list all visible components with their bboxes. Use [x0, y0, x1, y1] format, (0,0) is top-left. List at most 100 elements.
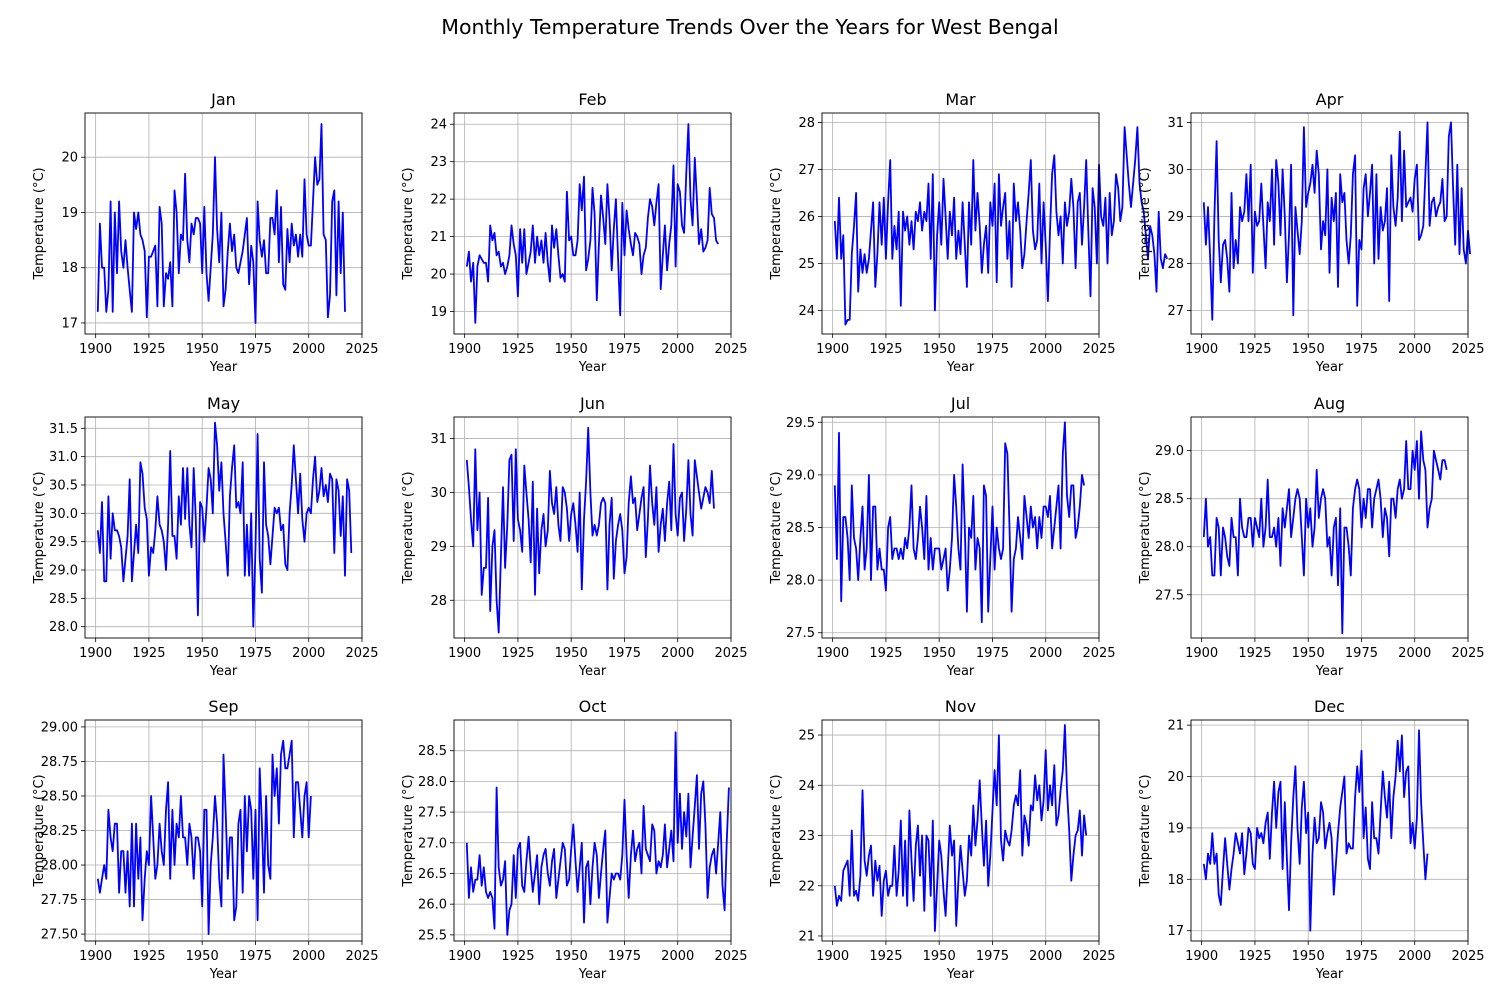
y-tick-label: 28	[430, 594, 447, 609]
x-tick-label: 1900	[448, 646, 481, 661]
x-tick-label: 1950	[1292, 342, 1325, 357]
x-tick-label: 2000	[1029, 342, 1062, 357]
x-tick-label: 1975	[239, 646, 272, 661]
x-axis-label: Year	[946, 967, 975, 982]
y-tick-label: 27	[1167, 304, 1184, 319]
x-tick-label: 1950	[186, 646, 219, 661]
y-tick-label: 27.75	[41, 893, 78, 908]
y-axis-label: Temperature (°C)	[32, 167, 47, 280]
subplot-title: Aug	[1314, 394, 1345, 413]
x-tick-label: 2000	[292, 949, 325, 964]
y-tick-label: 18	[1167, 873, 1184, 888]
y-axis-label: Temperature (°C)	[769, 471, 784, 584]
y-tick-label: 24	[798, 779, 815, 794]
subplot-dec: 1900 1925 1950 1975 2000 2025 17 18 19 20 21 Dec Yea…	[1138, 697, 1485, 982]
x-tick-label: 2025	[1451, 646, 1484, 661]
x-tick-label: 1900	[1185, 342, 1218, 357]
axes-frame	[453, 416, 732, 639]
x-tick-label: 2025	[345, 646, 378, 661]
x-tick-label: 1975	[1345, 949, 1378, 964]
x-tick-label: 1950	[555, 342, 588, 357]
y-axis-label: Temperature (°C)	[32, 774, 47, 887]
y-tick-label: 28.0	[49, 620, 78, 635]
y-tick-label: 28.0	[786, 574, 815, 589]
temperature-line	[96, 739, 312, 935]
x-tick-label: 1925	[869, 646, 902, 661]
subplot-mar: 1900 1925 1950 1975 2000 2025 24 25 26 27 28 Mar Yea…	[769, 90, 1169, 375]
y-tick-label: 29.0	[786, 468, 815, 483]
y-tick-label: 23	[430, 155, 447, 170]
y-tick-label: 29	[430, 540, 447, 555]
y-axis-label: Temperature (°C)	[1138, 471, 1153, 584]
subplot-title: Dec	[1314, 697, 1345, 716]
y-tick-label: 30.5	[49, 479, 78, 494]
y-tick-label: 21	[1167, 719, 1184, 734]
x-tick-label: 2000	[1029, 949, 1062, 964]
axes-frame	[1190, 112, 1469, 335]
temperature-line	[96, 123, 346, 324]
x-tick-label: 1900	[79, 646, 112, 661]
subplot-title: Oct	[579, 697, 607, 716]
x-tick-label: 1925	[1238, 342, 1271, 357]
y-tick-label: 21	[798, 929, 815, 944]
temperature-line	[465, 123, 719, 324]
y-axis-label: Temperature (°C)	[401, 471, 416, 584]
y-axis-label: Temperature (°C)	[1138, 774, 1153, 887]
y-tick-label: 28	[798, 116, 815, 131]
subplot-sep: 1900 1925 1950 1975 2000 2025 27.50 27.75 28.00 2…	[32, 697, 379, 982]
y-tick-label: 26.0	[418, 898, 447, 913]
x-tick-label: 2025	[345, 949, 378, 964]
y-tick-label: 24	[430, 118, 447, 133]
x-tick-label: 1950	[186, 949, 219, 964]
x-tick-label: 1975	[608, 949, 641, 964]
x-tick-label: 1900	[79, 949, 112, 964]
x-tick-label: 2025	[345, 342, 378, 357]
x-tick-label: 1900	[448, 949, 481, 964]
axes-frame	[84, 112, 363, 335]
figure-title: Monthly Temperature Trends Over the Year…	[441, 15, 1059, 39]
temperature-line	[96, 421, 353, 628]
x-tick-label: 1900	[816, 342, 849, 357]
y-tick-label: 27	[798, 163, 815, 178]
x-tick-label: 1975	[239, 949, 272, 964]
y-tick-label: 27.5	[786, 626, 815, 641]
x-tick-label: 1975	[1345, 342, 1378, 357]
x-tick-label: 2000	[661, 949, 694, 964]
y-tick-label: 26.5	[418, 867, 447, 882]
subplot-apr: 1900 1925 1950 1975 2000 2025 27 28 29 30 31 Apr Yea…	[1138, 90, 1485, 375]
subplot-title: Jul	[950, 394, 970, 413]
x-tick-label: 1925	[132, 342, 165, 357]
x-tick-label: 1925	[869, 342, 902, 357]
x-tick-label: 2025	[1451, 342, 1484, 357]
y-tick-label: 19	[1167, 821, 1184, 836]
y-tick-label: 20	[61, 151, 78, 166]
y-tick-label: 28	[1167, 257, 1184, 272]
subplot-title: May	[207, 394, 240, 413]
y-tick-label: 27.5	[418, 806, 447, 821]
x-tick-label: 2000	[1398, 949, 1431, 964]
y-tick-label: 30	[1167, 163, 1184, 178]
temperature-line	[465, 426, 715, 634]
subplot-jul: 1900 1925 1950 1975 2000 2025 27.5 28.0 28.5 29.0…	[769, 394, 1116, 679]
x-tick-label: 2025	[714, 949, 747, 964]
x-tick-label: 1975	[608, 646, 641, 661]
x-tick-label: 1975	[1345, 646, 1378, 661]
x-tick-label: 1900	[1185, 949, 1218, 964]
subplot-title: Feb	[578, 90, 606, 109]
y-tick-label: 26	[798, 210, 815, 225]
y-tick-label: 28.5	[418, 744, 447, 759]
x-tick-label: 2000	[292, 342, 325, 357]
y-tick-label: 28.50	[41, 789, 78, 804]
x-axis-label: Year	[578, 664, 607, 679]
x-tick-label: 1950	[555, 949, 588, 964]
x-tick-label: 1925	[1238, 949, 1271, 964]
x-axis-label: Year	[946, 360, 975, 375]
x-tick-label: 1950	[923, 342, 956, 357]
y-tick-label: 29.0	[1155, 444, 1184, 459]
y-tick-label: 28.5	[49, 592, 78, 607]
x-tick-label: 1975	[608, 342, 641, 357]
y-tick-label: 28.00	[41, 859, 78, 874]
subplot-feb: 1900 1925 1950 1975 2000 2025 19 20 21 22 23 24 Feb Y…	[401, 90, 748, 375]
x-tick-label: 1925	[132, 949, 165, 964]
x-axis-label: Year	[578, 360, 607, 375]
